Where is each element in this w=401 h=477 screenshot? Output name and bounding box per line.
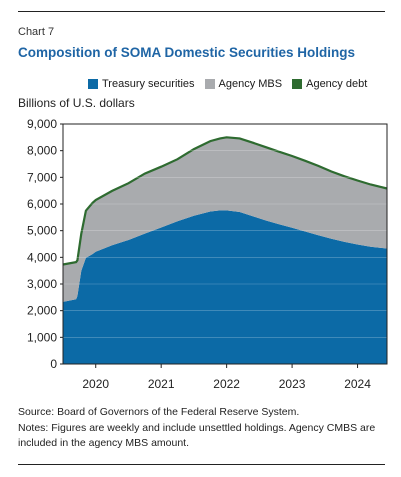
y-tick-label: 3,000 [27,277,57,291]
area-series-1 [63,137,387,302]
y-tick-label: 4,000 [27,250,57,264]
y-tick-label: 5,000 [27,224,57,238]
x-tick-label: 2024 [344,377,371,391]
legend: Treasury securities Agency MBS Agency de… [88,78,377,90]
chart-title: Composition of SOMA Domestic Securities … [18,45,356,60]
legend-label-treasury: Treasury securities [102,78,195,90]
y-tick-label: 8,000 [27,144,57,158]
legend-swatch-agency-debt [292,79,303,89]
y-tick-label: 7,000 [27,170,57,184]
x-tick-label: 2021 [148,377,175,391]
source-note: Source: Board of Governors of the Federa… [18,406,300,418]
area-series-0 [63,210,387,364]
legend-item-agency-debt: Agency debt [292,78,367,90]
legend-label-agency-debt: Agency debt [306,78,368,90]
legend-item-treasury: Treasury securities [88,78,195,90]
y-axis-label: Billions of U.S. dollars [18,96,135,110]
legend-label-mbs: Agency MBS [218,78,283,90]
y-tick-label: 2,000 [27,304,57,318]
y-tick-label: 1,000 [27,330,57,344]
line-series-agency-debt [62,136,388,266]
bottom-rule [18,464,385,465]
top-rule [18,11,385,12]
area-chart: 0 1,000 2,000 3,000 4,000 5,000 6,000 7,000 8,00… [27,117,388,391]
notes: Notes: Figures are weekly and include un… [18,422,376,449]
x-tick-label: 2023 [279,377,306,391]
legend-swatch-treasury [88,79,98,89]
x-tick-label: 2020 [82,377,109,391]
plot-frame [62,123,388,365]
legend-swatch-mbs [204,79,215,89]
chart-number: Chart 7 [18,26,55,38]
x-tick-label: 2022 [213,377,240,391]
y-tick-label: 9,000 [27,117,57,131]
y-tick-label: 6,000 [27,197,57,211]
legend-item-mbs: Agency MBS [204,78,283,90]
y-tick-label: 0 [50,357,57,371]
